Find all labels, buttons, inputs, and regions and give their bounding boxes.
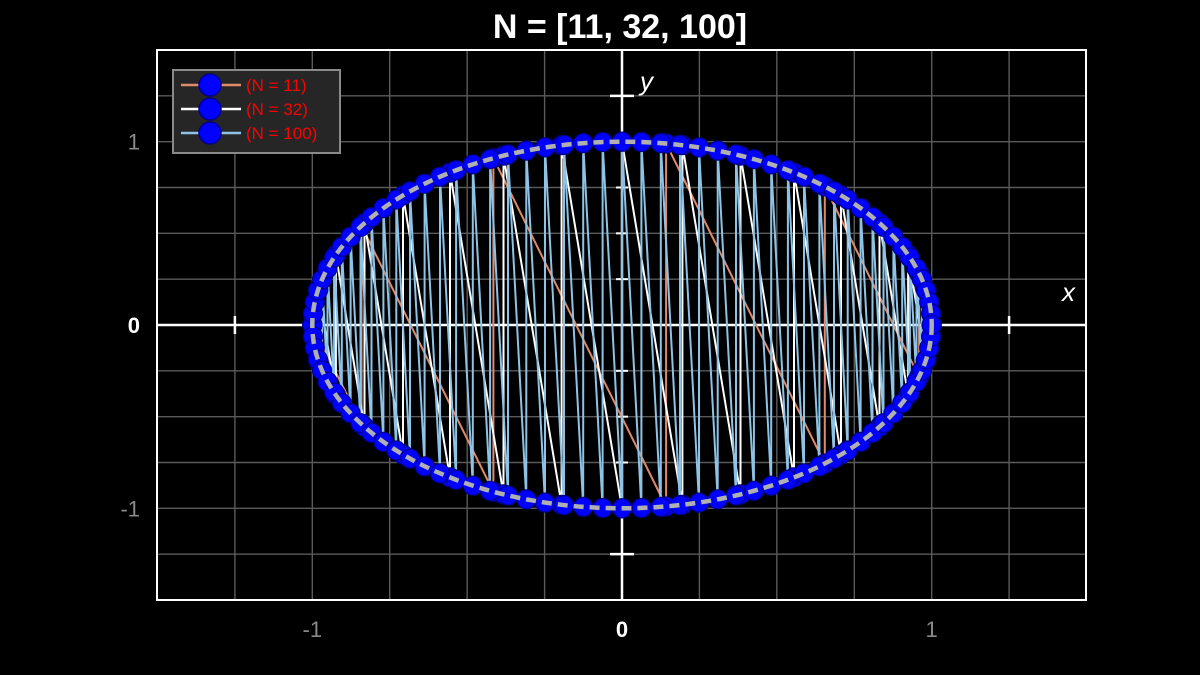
reference-circle — [310, 139, 934, 511]
x-tick-label: 0 — [616, 617, 628, 642]
y-tick-label: 1 — [128, 130, 140, 155]
y-axis-label: y — [638, 66, 655, 96]
x-tick-label: -1 — [303, 617, 323, 642]
series-line — [311, 141, 933, 509]
y-tick-label: -1 — [120, 496, 140, 521]
tick-labels: -1 0 1 1 0 -1 — [120, 130, 937, 642]
plot-area — [302, 131, 942, 519]
x-axis-label: x — [1060, 277, 1076, 307]
legend-label: (N = 32) — [246, 100, 308, 119]
chart-title: N = [11, 32, 100] — [493, 8, 747, 46]
legend-label: (N = 100) — [246, 124, 317, 143]
y-tick-label: 0 — [128, 313, 140, 338]
plot-frame — [156, 49, 1087, 601]
legend-marker — [198, 73, 222, 97]
legend-label: (N = 11) — [246, 76, 307, 95]
legend-marker — [198, 121, 222, 145]
x-tick-label: 1 — [926, 617, 938, 642]
legend: (N = 11) (N = 32) (N = 100) — [172, 69, 341, 154]
legend-marker — [198, 97, 222, 121]
